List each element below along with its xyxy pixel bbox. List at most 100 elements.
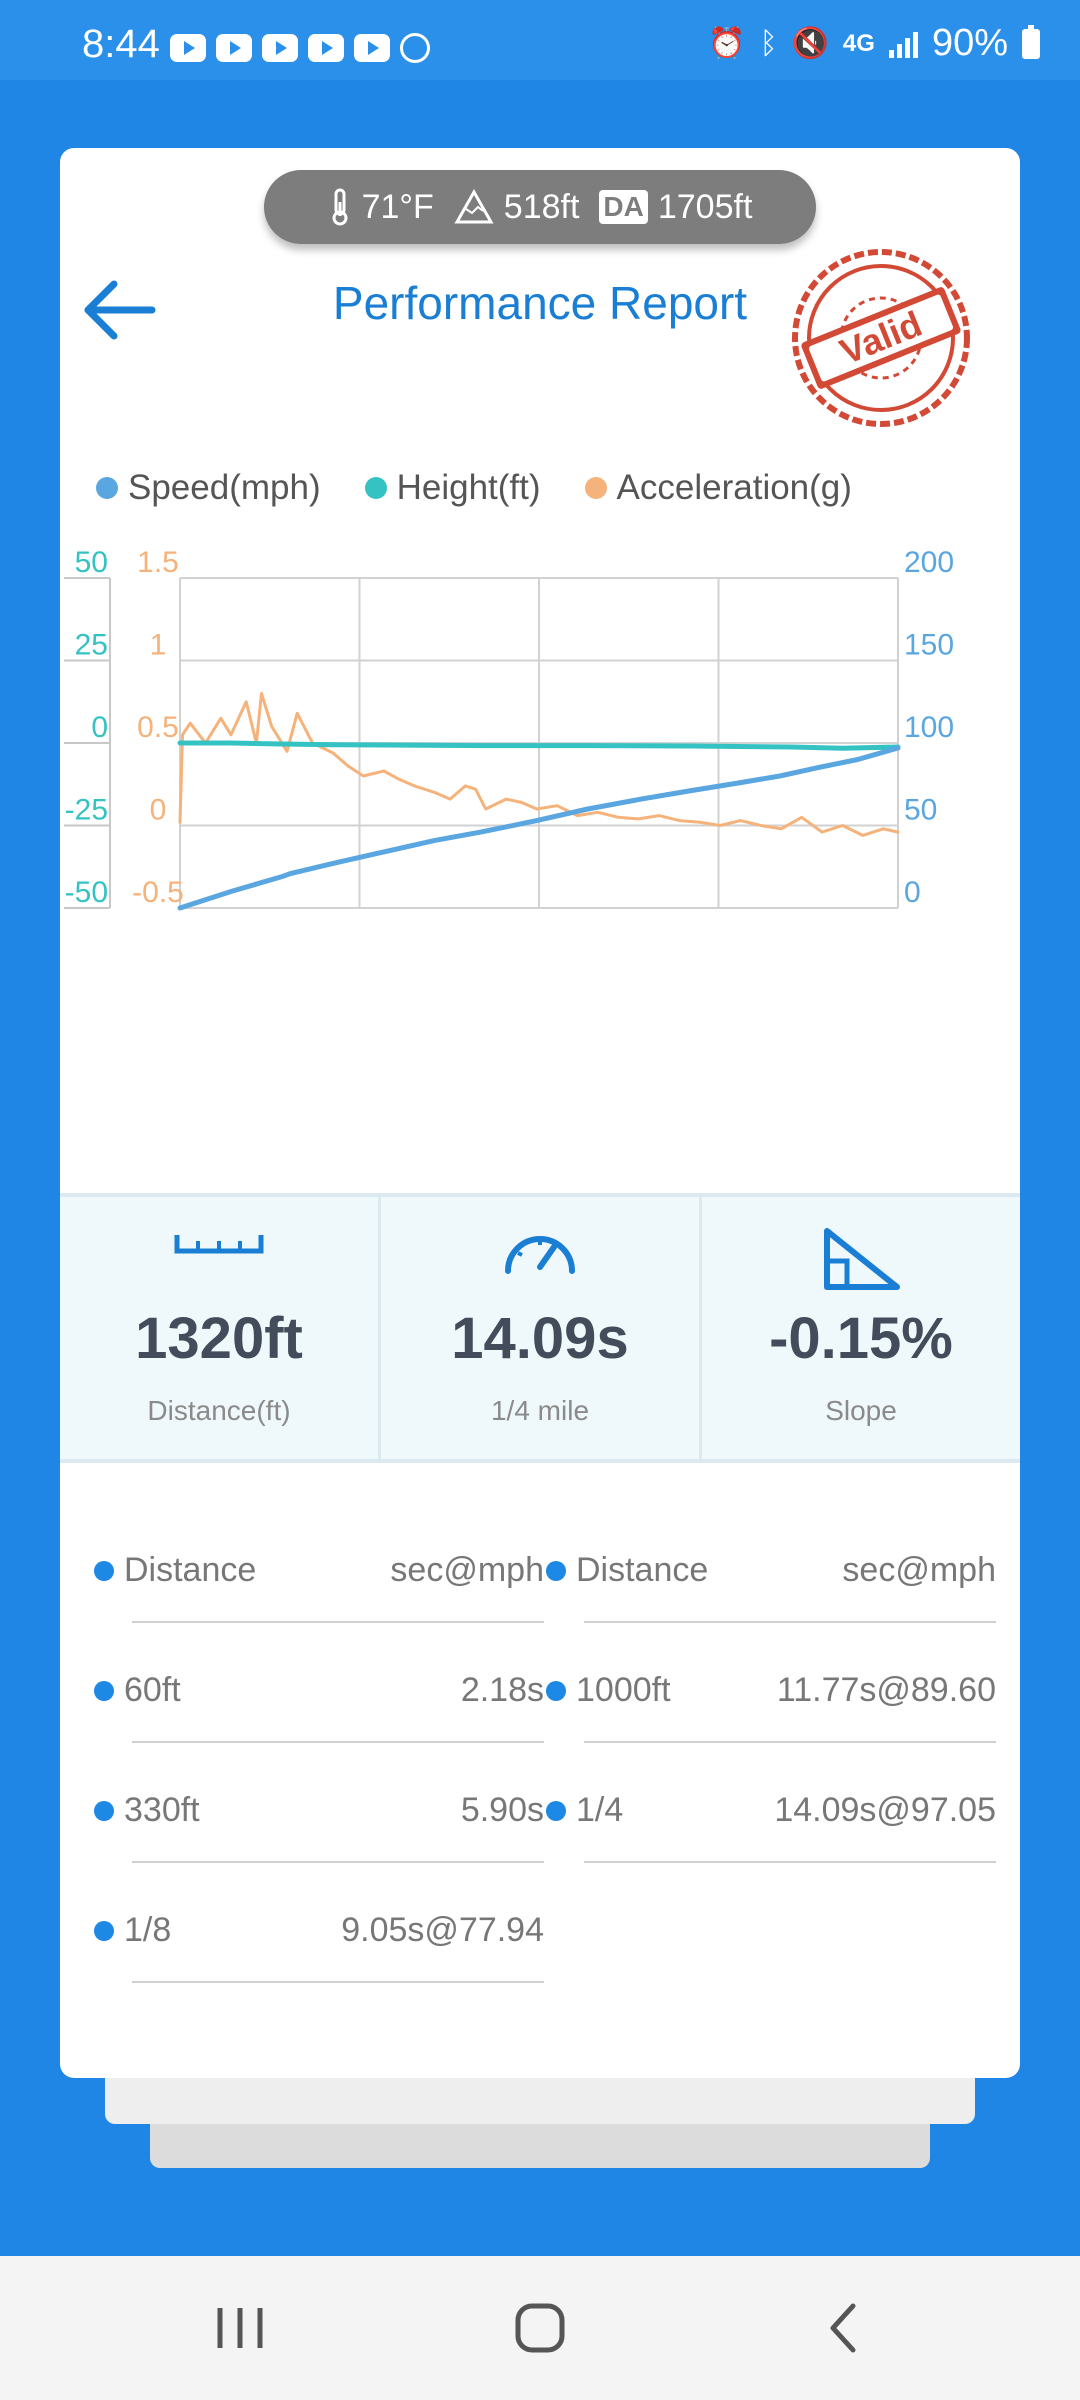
height-tick-label: -50: [65, 876, 108, 909]
acceleration-tick-label: -0.5: [132, 876, 184, 909]
slope-icon: [824, 1228, 900, 1290]
acceleration-tick-label: 0: [150, 794, 167, 827]
table-cell: Distance sec@mph: [94, 1503, 544, 1623]
stat-label: Distance(ft): [147, 1395, 291, 1426]
table-cell: 1/4 14.09s@97.05: [546, 1743, 996, 1863]
battery-icon: [1022, 24, 1040, 59]
distance-label: 60ft: [124, 1671, 181, 1709]
table-cell: 330ft 5.90s: [94, 1743, 544, 1863]
series-line-acceleration-g: [178, 692, 900, 837]
ruler-icon: [174, 1235, 264, 1254]
speed-tick-label: 50: [904, 794, 937, 827]
recent-apps-button[interactable]: [210, 2298, 270, 2363]
distance-label: 1000ft: [576, 1671, 671, 1709]
time-value: 11.77s@89.60: [776, 1671, 996, 1709]
back-button[interactable]: [80, 270, 160, 350]
legend-item-speed: Speed(mph): [96, 468, 321, 508]
time-value: 9.05s@77.94: [341, 1911, 544, 1949]
page-title: Performance Report: [332, 277, 748, 329]
speed-tick-label: 0: [904, 876, 921, 909]
table-cell: 1000ft 11.77s@89.60: [546, 1623, 996, 1743]
system-nav-bar: [0, 2256, 1080, 2400]
row-divider: [132, 1861, 544, 1863]
stat-distance: 1320ft Distance(ft): [60, 1197, 378, 1459]
legend-dot: [96, 477, 118, 499]
density-altitude-badge: DA: [599, 190, 648, 224]
bullet-icon: [94, 1801, 114, 1821]
home-button[interactable]: [510, 2298, 570, 2363]
speedometer-icon: [505, 1236, 575, 1274]
legend-dot: [364, 477, 387, 499]
performance-report-card: 71°F 518ft DA 1705ft Performance Report …: [60, 148, 1020, 2078]
row-divider: [584, 1621, 996, 1623]
height-tick-label: -25: [65, 794, 108, 827]
youtube-notification-icon: [354, 34, 390, 62]
table-row: 1/8 9.05s@77.94: [60, 1863, 1020, 1983]
height-tick-label: 50: [75, 548, 108, 579]
time-value: 5.90s: [460, 1791, 544, 1829]
bullet-icon: [94, 1561, 114, 1581]
mute-icon: 🔇: [791, 27, 829, 60]
distance-label: 1/8: [124, 1911, 172, 1949]
youtube-notification-icon: [216, 34, 252, 62]
environment-pill: 71°F 518ft DA 1705ft: [264, 170, 816, 244]
table-header-row: Distance sec@mph Distance sec@mph: [60, 1503, 1020, 1623]
stat-slope: -0.15% Slope: [699, 1197, 1020, 1459]
temperature-item: 71°F: [328, 188, 434, 227]
elevation-value: 518ft: [503, 187, 580, 226]
distance-label: 1/4: [576, 1791, 624, 1829]
bullet-icon: [546, 1561, 566, 1581]
legend-label: Height(ft): [396, 468, 541, 507]
distance-label: 330ft: [124, 1791, 200, 1829]
legend-label: Acceleration(g): [616, 468, 852, 507]
row-divider: [584, 1741, 996, 1743]
stat-value: -0.15%: [769, 1306, 953, 1371]
timing-table: Distance sec@mph Distance sec@mph 60ft 2.18…: [60, 1503, 1020, 1983]
time-value: 2.18s: [460, 1671, 544, 1709]
bluetooth-icon: ᛒ: [759, 26, 778, 60]
row-divider: [584, 1861, 996, 1863]
app-notification-icon: [400, 33, 430, 63]
home-icon: [515, 2303, 565, 2353]
column-header-distance: Distance: [124, 1551, 257, 1589]
status-bar: 8:44 ⏰ ᛒ 🔇 4G 90%: [0, 0, 1080, 80]
chevron-left-icon: [830, 2303, 856, 2353]
table-cell: 1/8 9.05s@77.94: [94, 1863, 544, 1983]
back-arrow-icon: [84, 280, 156, 340]
temperature-value: 71°F: [361, 187, 434, 226]
table-cell: Distance sec@mph: [546, 1503, 996, 1623]
stat-label: Slope: [825, 1395, 897, 1426]
notification-icons: [170, 33, 430, 63]
speed-tick-label: 100: [904, 711, 954, 744]
table-cell: 60ft 2.18s: [94, 1623, 544, 1743]
network-type: 4G: [842, 29, 875, 57]
row-divider: [132, 1621, 544, 1623]
back-nav-button[interactable]: [815, 2298, 875, 2363]
mountain-icon: [454, 189, 494, 224]
valid-stamp: Valid: [792, 249, 970, 427]
acceleration-tick-label: 0.5: [137, 711, 179, 744]
table-row: 60ft 2.18s 1000ft 11.77s@89.60: [60, 1623, 1020, 1743]
stat-value: 14.09s: [451, 1306, 629, 1371]
stat-value: 1320ft: [135, 1306, 303, 1371]
legend-item-height: Height(ft): [364, 468, 541, 508]
acceleration-tick-label: 1: [150, 629, 167, 662]
bullet-icon: [94, 1921, 114, 1941]
acceleration-tick-label: 1.5: [137, 548, 179, 579]
height-tick-label: 25: [75, 629, 108, 662]
speed-tick-label: 150: [904, 629, 954, 662]
series-line-speed-mph: [177, 745, 901, 911]
status-indicators: ⏰ ᛒ 🔇 4G 90%: [708, 22, 1040, 65]
row-divider: [132, 1741, 544, 1743]
column-header-distance: Distance: [576, 1551, 709, 1589]
table-row: 330ft 5.90s 1/4 14.09s@97.05: [60, 1743, 1020, 1863]
legend-label: Speed(mph): [128, 468, 321, 507]
density-altitude-item: DA 1705ft: [599, 188, 752, 227]
signal-icon: [888, 30, 918, 58]
legend-dot: [584, 477, 607, 499]
bullet-icon: [546, 1801, 566, 1821]
chart-legend: Speed(mph) Height(ft) Acceleration(g): [96, 468, 852, 508]
thermometer-icon: [332, 188, 348, 226]
youtube-notification-icon: [262, 34, 298, 62]
elevation-item: 518ft: [454, 187, 580, 227]
